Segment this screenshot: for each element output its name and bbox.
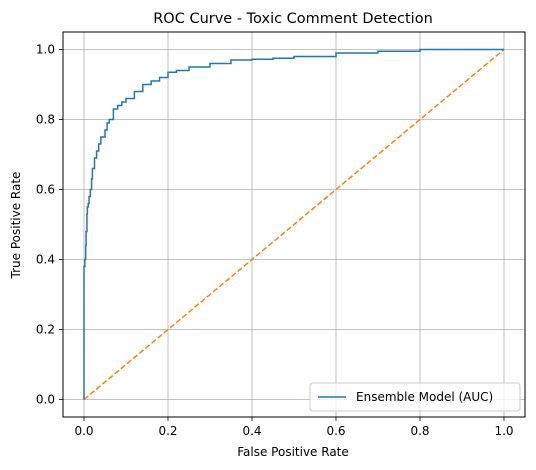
x-axis-label: False Positive Rate bbox=[237, 445, 349, 459]
roc-curve-line bbox=[83, 48, 504, 400]
legend: Ensemble Model (AUC) bbox=[309, 382, 521, 412]
y-tick-label: 0.6 bbox=[36, 183, 55, 197]
x-axis-ticks: 0.0 0.2 0.4 0.6 0.8 1.0 bbox=[74, 417, 514, 438]
chart-title: ROC Curve - Toxic Comment Detection bbox=[153, 11, 433, 27]
x-tick-label: 0.8 bbox=[410, 424, 429, 438]
grid bbox=[63, 32, 525, 417]
x-tick-label: 0.0 bbox=[74, 424, 93, 438]
y-tick-label: 1.0 bbox=[36, 43, 55, 57]
y-tick-label: 0.4 bbox=[36, 253, 55, 267]
x-tick-label: 1.0 bbox=[494, 424, 513, 438]
chance-line bbox=[83, 48, 505, 401]
legend-label: Ensemble Model (AUC) bbox=[356, 390, 493, 404]
plot-lines bbox=[83, 48, 505, 401]
y-tick-label: 0.0 bbox=[36, 393, 55, 407]
x-tick-label: 0.2 bbox=[158, 424, 177, 438]
y-axis-ticks: 0.0 0.2 0.4 0.6 0.8 1.0 bbox=[36, 43, 63, 407]
x-tick-label: 0.6 bbox=[326, 424, 345, 438]
x-tick-label: 0.4 bbox=[242, 424, 261, 438]
y-tick-label: 0.8 bbox=[36, 113, 55, 127]
legend-box bbox=[309, 382, 521, 412]
y-axis-label: True Positive Rate bbox=[9, 172, 23, 280]
y-tick-label: 0.2 bbox=[36, 323, 55, 337]
plot-frame bbox=[62, 31, 526, 418]
